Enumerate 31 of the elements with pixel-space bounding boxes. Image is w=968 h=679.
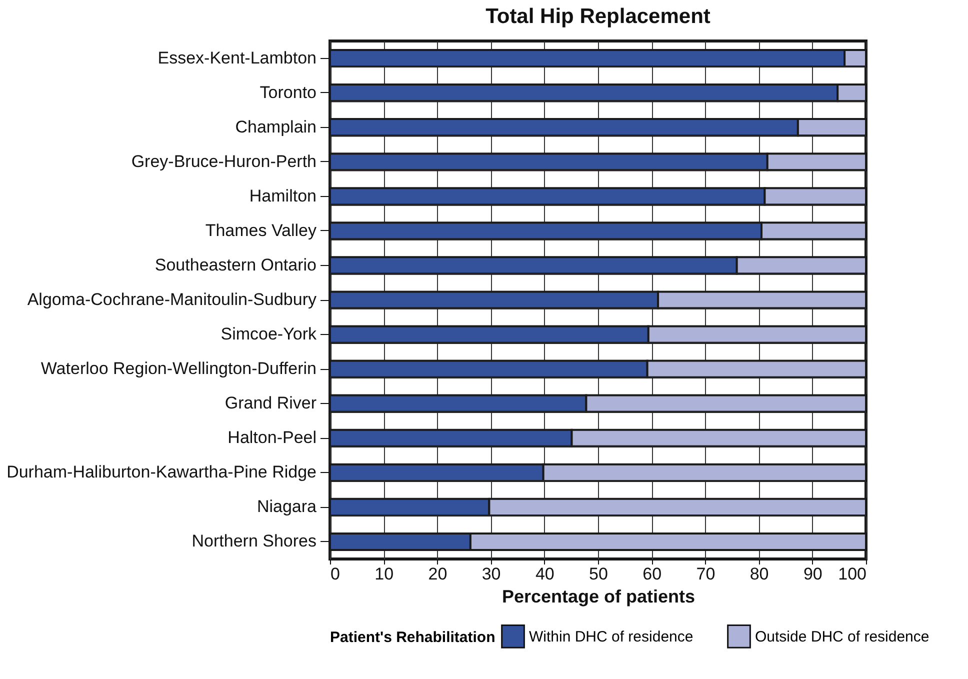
x-tick-label: 40 <box>535 564 554 584</box>
y-tick-label: Algoma-Cochrane-Manitoulin-Sudbury <box>27 290 317 309</box>
x-tick-label: 70 <box>696 564 716 584</box>
x-tick-label: 100 <box>838 564 866 584</box>
x-tick-label: 30 <box>482 564 501 584</box>
x-tick-label: 10 <box>374 564 394 584</box>
y-tick-label: Waterloo Region-Wellington-Dufferin <box>40 359 316 378</box>
y-tick-label: Essex-Kent-Lambton <box>158 48 316 68</box>
y-tick-label: Durham-Haliburton-Kawartha-Pine Ridge <box>6 462 316 482</box>
y-tick-label: Southeastern Ontario <box>154 255 316 274</box>
chart-title: Total Hip Replacement <box>486 5 710 28</box>
legend-label: Outside DHC of residence <box>755 628 930 646</box>
x-tick-label: 50 <box>589 564 608 584</box>
y-tick-label: Grand River <box>224 394 317 413</box>
y-tick-label: Hamilton <box>249 186 316 206</box>
y-tick-label: Toronto <box>260 82 316 102</box>
y-tick-label: Simcoe-York <box>220 324 317 344</box>
y-tick-label: Champlain <box>235 117 316 136</box>
x-tick-label: 90 <box>803 564 822 584</box>
x-tick-label: 20 <box>428 564 448 584</box>
x-tick-label: 60 <box>642 564 662 584</box>
x-tick-label: 80 <box>750 564 769 584</box>
y-tick-label: Northern Shores <box>192 532 316 551</box>
x-tick-label: 0 <box>330 564 340 584</box>
y-tick-label: Thames Valley <box>205 220 317 240</box>
y-tick-label: Halton-Peel <box>228 428 316 448</box>
legend-title: Patient's Rehabilitation <box>330 629 496 646</box>
legend-label: Within DHC of residence <box>529 628 694 646</box>
x-axis-title: Percentage of patients <box>502 586 696 606</box>
y-tick-label: Niagara <box>256 497 318 516</box>
y-tick-label: Grey-Bruce-Huron-Perth <box>131 152 316 171</box>
